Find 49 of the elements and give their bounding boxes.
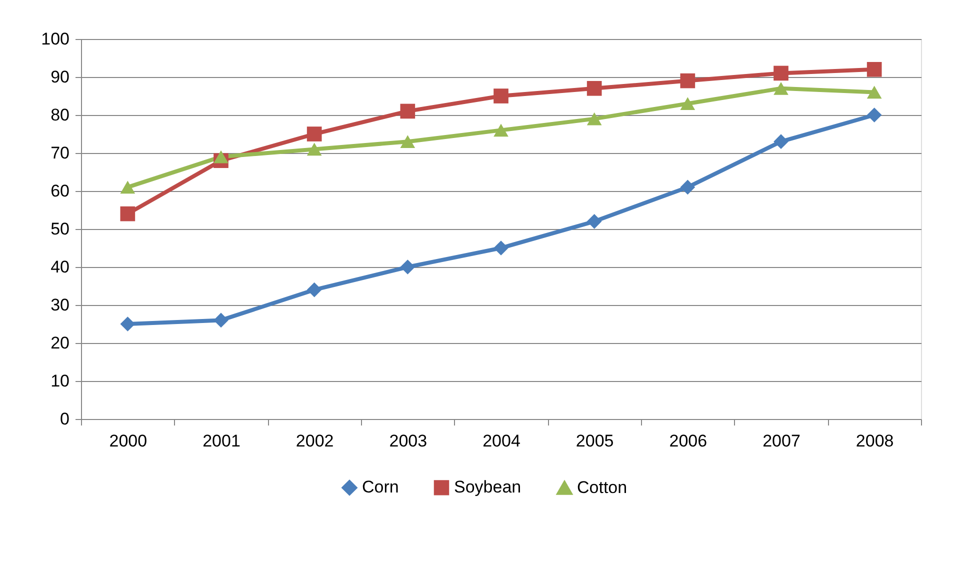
point	[306, 282, 322, 298]
x-tick-label: 2004	[482, 432, 520, 450]
y-tick-label: 60	[50, 182, 70, 200]
point	[120, 180, 136, 194]
point	[306, 142, 322, 156]
x-tick-label: 2000	[109, 432, 148, 450]
x-tick-label: 2003	[389, 432, 428, 450]
y-tick-label: 30	[50, 296, 70, 314]
point	[120, 206, 136, 222]
y-tick-label: 40	[50, 258, 70, 276]
x-tick-label: 2008	[856, 432, 894, 450]
point	[120, 316, 136, 332]
x-tick-label: 2001	[202, 432, 240, 450]
y-tick-label: 90	[50, 68, 70, 86]
y-tick-label: 100	[41, 30, 70, 48]
y-tick-label: 80	[50, 106, 70, 124]
point	[774, 82, 788, 95]
legend-label: Soybean	[454, 478, 522, 497]
x-tick-label: 2007	[762, 432, 800, 450]
point	[306, 126, 322, 142]
point	[680, 180, 696, 195]
legend-label: Cotton	[577, 478, 628, 498]
x-tick-label: 2006	[669, 432, 708, 450]
point	[586, 214, 602, 229]
point	[866, 108, 882, 122]
point	[586, 112, 602, 126]
y-tick-label: 70	[50, 144, 70, 162]
point	[774, 134, 788, 150]
legend-label: Corn	[362, 478, 399, 497]
point	[680, 97, 696, 110]
point	[494, 124, 508, 137]
point	[400, 104, 416, 119]
point	[400, 135, 416, 148]
x-tick-label: 2002	[296, 432, 334, 450]
point	[866, 86, 882, 99]
point	[400, 260, 416, 274]
y-tick-label: 0	[60, 410, 70, 428]
y-tick-label: 10	[50, 372, 70, 390]
y-tick-label: 50	[50, 220, 70, 238]
point	[494, 88, 508, 104]
y-tick-label: 20	[50, 334, 70, 352]
point	[214, 312, 228, 328]
point	[680, 73, 696, 88]
point	[774, 66, 788, 81]
point	[214, 150, 228, 164]
x-tick-label: 2005	[576, 432, 614, 450]
point	[494, 240, 508, 256]
point	[586, 80, 602, 96]
point	[866, 62, 882, 77]
